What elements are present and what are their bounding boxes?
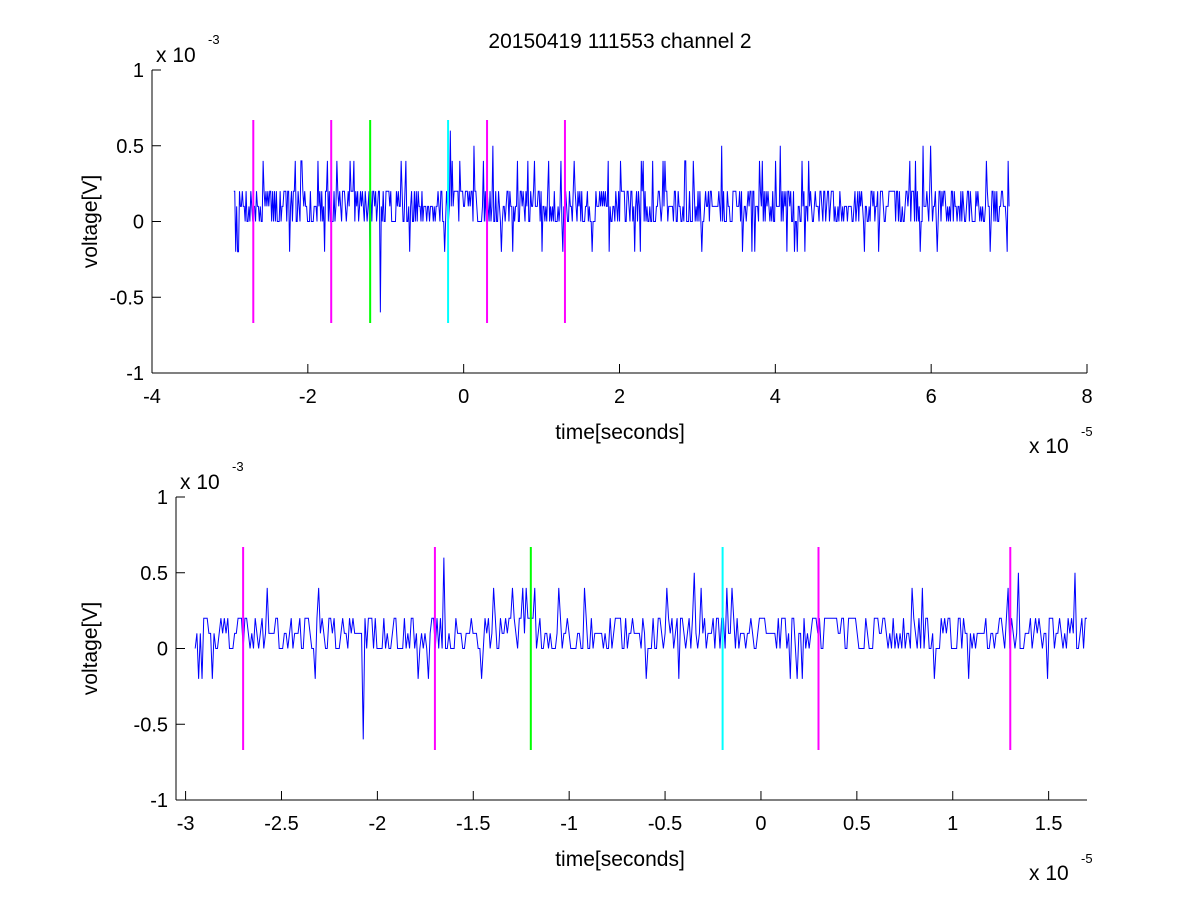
x-tick-label: -3: [177, 813, 195, 835]
y-tick-label: 0: [157, 639, 168, 661]
y-tick-label: 1: [133, 60, 144, 82]
y-tick-label: -0.5: [110, 287, 144, 309]
x-tick-label: 6: [926, 386, 937, 408]
y-tick-label: 0.5: [140, 563, 168, 585]
y-tick-label: -1: [126, 363, 144, 385]
y-exponent-label: x 10: [180, 471, 220, 494]
x-tick-label: -2: [368, 813, 386, 835]
x-exponent-value: -5: [1081, 424, 1093, 439]
x-exponent-value: -5: [1081, 851, 1093, 866]
x-exponent-label: x 10: [1029, 435, 1069, 458]
y-tick-label: -1: [150, 790, 168, 812]
figure-title: 20150419 111553 channel 2: [488, 30, 751, 53]
y-tick-label: -0.5: [134, 714, 168, 736]
x-tick-label: 8: [1081, 386, 1092, 408]
x-exponent-label: x 10: [1029, 862, 1069, 885]
x-tick-label: -4: [143, 386, 161, 408]
x-tick-label: -1: [560, 813, 578, 835]
y-tick-label: 1: [157, 487, 168, 509]
x-tick-label: 0.5: [843, 813, 871, 835]
x-tick-label: 0: [755, 813, 766, 835]
signal-trace: [194, 557, 1087, 740]
x-axis-label: time[seconds]: [555, 421, 685, 444]
y-tick-label: 0.5: [116, 136, 144, 158]
bottom-subplot: 1 0.5 0 -0.5 -1 -3 -2.5 -2 -1.5 -1 -0.5 0 0.5 1 1.5 tim…: [79, 459, 1093, 885]
x-tick-label: -0.5: [648, 813, 682, 835]
top-subplot: 1 0.5 0 -0.5 -1-4 -2 0 2 4 6 8 time[seconds] voltage…: [79, 32, 1093, 458]
y-axis-label: voltage[V]: [79, 175, 102, 268]
x-tick-label: 1.5: [1035, 813, 1063, 835]
x-tick-label: -1.5: [456, 813, 490, 835]
x-tick-label: 2: [614, 386, 625, 408]
x-tick-label: 1: [947, 813, 958, 835]
y-axis-label: voltage[V]: [79, 602, 102, 695]
x-axis-label: time[seconds]: [555, 848, 685, 871]
x-tick-label: -2: [299, 386, 317, 408]
signal-trace: [233, 130, 1010, 313]
y-tick-label: 0: [133, 212, 144, 234]
y-exponent-value: -3: [232, 459, 244, 474]
x-tick-label: -2.5: [264, 813, 298, 835]
x-tick-label: 0: [458, 386, 469, 408]
y-exponent-value: -3: [208, 32, 220, 47]
x-tick-label: 4: [770, 386, 781, 408]
y-exponent-label: x 10: [156, 44, 196, 67]
